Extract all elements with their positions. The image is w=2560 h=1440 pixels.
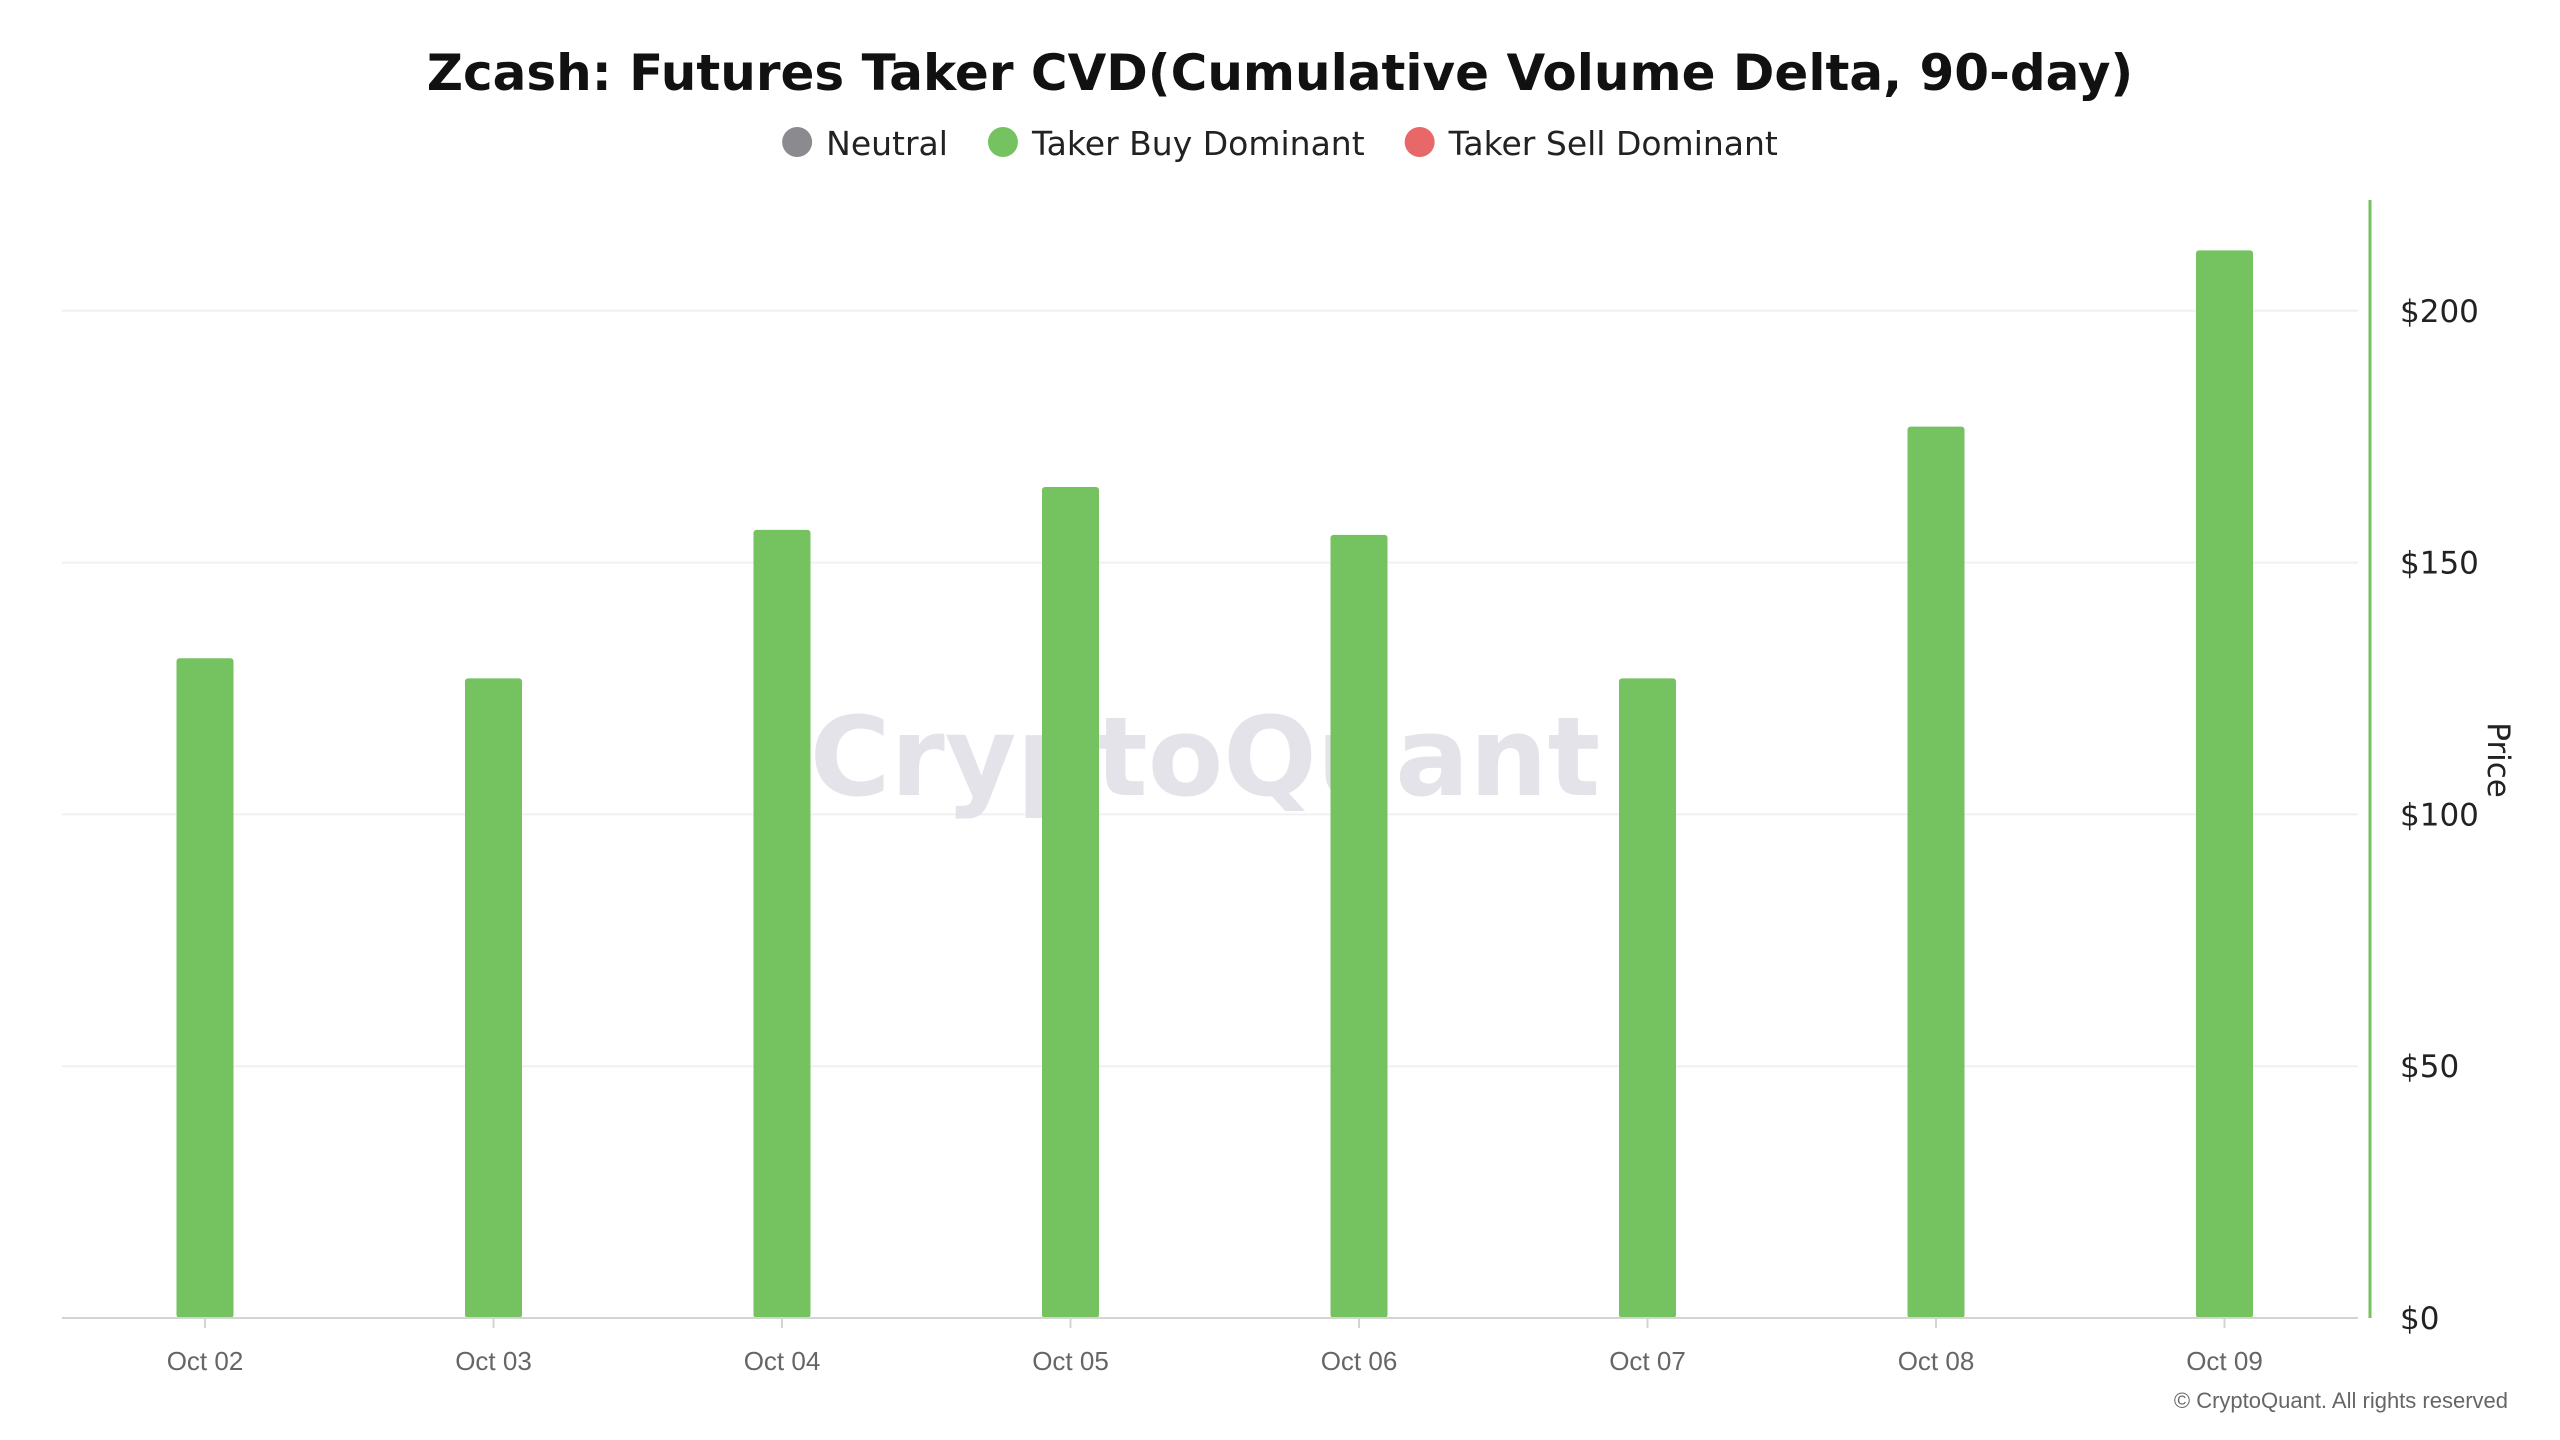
x-tick-label: Oct 08 (1898, 1346, 1975, 1376)
x-axis-ticks: Oct 02 Oct 03 Oct 04 Oct 05 Oct 06 Oct 07 Oct … (167, 1318, 2263, 1376)
x-tick-label: Oct 06 (1321, 1346, 1398, 1376)
watermark-logo: CryptoQuant (810, 693, 1601, 821)
y-tick-label: $50 (2400, 1049, 2459, 1085)
bar-oct-02[interactable] (176, 658, 234, 1318)
bar-oct-04[interactable] (753, 529, 811, 1318)
x-tick-label: Oct 03 (455, 1346, 532, 1376)
bar-oct-07[interactable] (1619, 678, 1676, 1318)
bar-oct-05[interactable] (1042, 487, 1099, 1318)
gridlines (62, 309, 2358, 1068)
legend-marker (782, 127, 813, 157)
x-tick-label: Oct 07 (1609, 1346, 1686, 1376)
y-tick-label: $200 (2400, 294, 2479, 330)
legend-label: Neutral (826, 124, 948, 163)
bar-oct-08[interactable] (1907, 426, 1965, 1319)
legend: Neutral Taker Buy Dominant Taker Sell Domi… (782, 124, 1778, 163)
bar-oct-06[interactable] (1330, 534, 1388, 1318)
bar-oct-09[interactable] (2196, 250, 2253, 1319)
legend-label: Taker Sell Dominant (1448, 124, 1778, 163)
x-tick-label: Oct 09 (2186, 1346, 2263, 1376)
y-axis-label: Price (2480, 722, 2516, 798)
x-tick-label: Oct 02 (167, 1346, 244, 1376)
bar-oct-03[interactable] (465, 678, 522, 1318)
y-tick-label: $0 (2400, 1301, 2439, 1337)
bars (176, 250, 2253, 1319)
legend-label: Taker Buy Dominant (1031, 124, 1365, 163)
y-tick-label: $100 (2400, 797, 2479, 833)
copyright-text: © CryptoQuant. All rights reserved (2174, 1388, 2508, 1413)
legend-marker (1404, 127, 1435, 157)
legend-item-neutral[interactable]: Neutral (782, 124, 948, 163)
legend-item-taker-sell-dominant[interactable]: Taker Sell Dominant (1404, 124, 1778, 163)
chart-title: Zcash: Futures Taker CVD(Cumulative Volu… (427, 44, 2134, 102)
y-axis-ticks: $0 $50 $100 $150 $200 (2400, 294, 2479, 1337)
y-tick-label: $150 (2400, 546, 2479, 582)
x-tick-label: Oct 04 (744, 1346, 821, 1376)
legend-item-taker-buy-dominant[interactable]: Taker Buy Dominant (987, 124, 1365, 163)
legend-marker (987, 127, 1018, 157)
x-tick-label: Oct 05 (1032, 1346, 1109, 1376)
